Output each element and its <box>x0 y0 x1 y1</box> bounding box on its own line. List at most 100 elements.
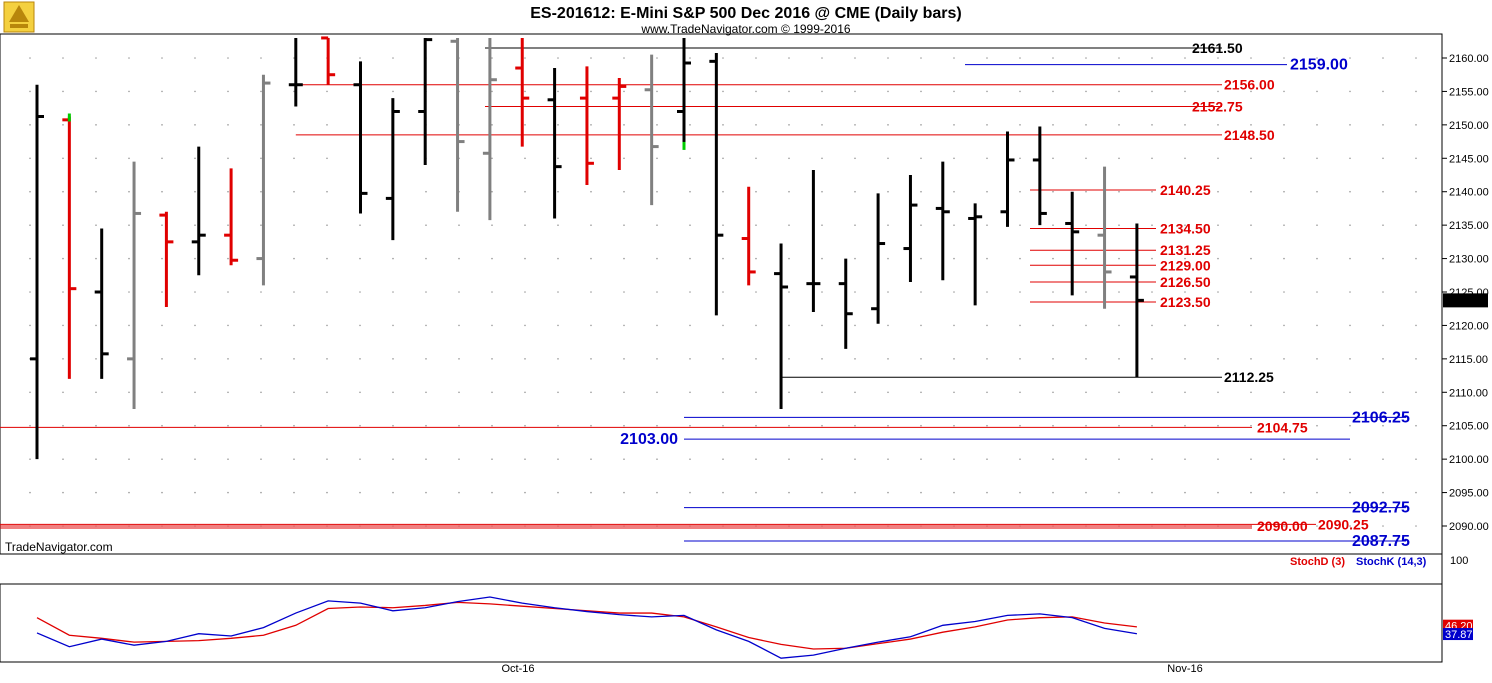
grid-dot <box>1349 57 1351 59</box>
grid-dot <box>524 257 526 260</box>
grid-dot <box>524 358 526 360</box>
grid-dot <box>1052 224 1054 226</box>
grid-dot <box>392 424 394 427</box>
grid-dot <box>1085 424 1087 427</box>
grid-dot <box>953 424 955 427</box>
grid-dot <box>1085 291 1087 293</box>
grid-dot <box>1118 257 1120 260</box>
level-label: 2106.25 <box>1352 409 1410 426</box>
grid-dot <box>1250 358 1252 360</box>
grid-dot <box>326 491 328 494</box>
grid-dot <box>425 257 427 260</box>
grid-dot <box>1184 157 1186 160</box>
grid-dot <box>1184 224 1186 226</box>
grid-dot <box>953 391 955 394</box>
grid-dot <box>722 358 724 360</box>
price-tick-label: 2090.00 <box>1449 521 1489 533</box>
grid-dot <box>656 157 658 160</box>
grid-dot <box>1349 224 1351 226</box>
grid-dot <box>656 57 658 59</box>
grid-dot <box>590 90 592 93</box>
grid-dot <box>1019 491 1021 494</box>
grid-dot <box>161 358 163 360</box>
ohlc-bar <box>450 37 465 212</box>
grid-dot <box>1019 424 1021 427</box>
grid-dot <box>1085 124 1087 126</box>
grid-dot <box>722 391 724 394</box>
grid-dot <box>194 157 196 160</box>
grid-dot <box>590 424 592 427</box>
grid-dot <box>887 458 889 460</box>
price-tick-label: 2150.00 <box>1449 120 1489 132</box>
grid-dot <box>590 391 592 394</box>
grid-dot <box>194 257 196 260</box>
grid-dot <box>62 124 64 126</box>
ohlc-bar <box>385 98 400 241</box>
grid-dot <box>689 324 691 327</box>
grid-dot <box>1316 57 1318 59</box>
ohlc-bar <box>1129 223 1144 378</box>
ohlc-bar <box>547 68 562 219</box>
grid-dot <box>689 358 691 360</box>
grid-dot <box>1052 324 1054 327</box>
grid-dot <box>1382 90 1384 93</box>
grid-dot <box>1316 391 1318 394</box>
grid-dot <box>788 458 790 460</box>
grid-dot <box>29 124 31 126</box>
grid-dot <box>128 90 130 93</box>
grid-dot <box>1415 57 1417 59</box>
grid-dot <box>1250 424 1252 427</box>
ohlc-bar <box>709 52 724 316</box>
grid-dot <box>1019 124 1021 126</box>
grid-dot <box>821 124 823 126</box>
grid-dot <box>557 157 559 160</box>
grid-dot <box>854 124 856 126</box>
grid-dot <box>953 358 955 360</box>
grid-dot <box>920 424 922 427</box>
ohlc-bar <box>515 37 530 147</box>
grid-dot <box>1250 90 1252 93</box>
grid-dot <box>1316 124 1318 126</box>
grid-dot <box>1382 57 1384 59</box>
grid-dot <box>491 257 493 260</box>
grid-dot <box>689 491 691 494</box>
grid-dot <box>689 57 691 59</box>
grid-dot <box>359 324 361 327</box>
grid-dot <box>1283 190 1285 193</box>
grid-dot <box>557 324 559 327</box>
grid-dot <box>293 458 295 460</box>
ohlc-bar <box>968 203 983 306</box>
grid-dot <box>227 291 229 293</box>
grid-dot <box>953 458 955 460</box>
grid-dot <box>590 358 592 360</box>
grid-dot <box>1118 90 1120 93</box>
grid-dot <box>524 324 526 327</box>
grid-dot <box>590 124 592 126</box>
grid-dot <box>1085 90 1087 93</box>
grid-dot <box>821 157 823 160</box>
grid-dot <box>1250 257 1252 260</box>
grid-dot <box>293 391 295 394</box>
grid-dot <box>854 324 856 327</box>
grid-dot <box>1382 224 1384 226</box>
level-label: 2112.25 <box>1224 369 1274 385</box>
grid-dot <box>260 391 262 394</box>
grid-dot <box>557 458 559 460</box>
grid-dot <box>821 291 823 293</box>
grid-dot <box>887 424 889 427</box>
grid-dot <box>722 124 724 126</box>
grid-dot <box>1052 391 1054 394</box>
grid-dot <box>623 190 625 193</box>
grid-dot <box>524 391 526 394</box>
ohlc-bar <box>579 66 594 186</box>
grid-dot <box>62 324 64 327</box>
grid-dot <box>425 358 427 360</box>
grid-dot <box>293 358 295 360</box>
level-label: 2123.50 <box>1160 294 1211 310</box>
grid-dot <box>1349 525 1351 527</box>
grid-dot <box>458 324 460 327</box>
grid-dot <box>590 491 592 494</box>
grid-dot <box>95 124 97 126</box>
grid-dot <box>95 424 97 427</box>
